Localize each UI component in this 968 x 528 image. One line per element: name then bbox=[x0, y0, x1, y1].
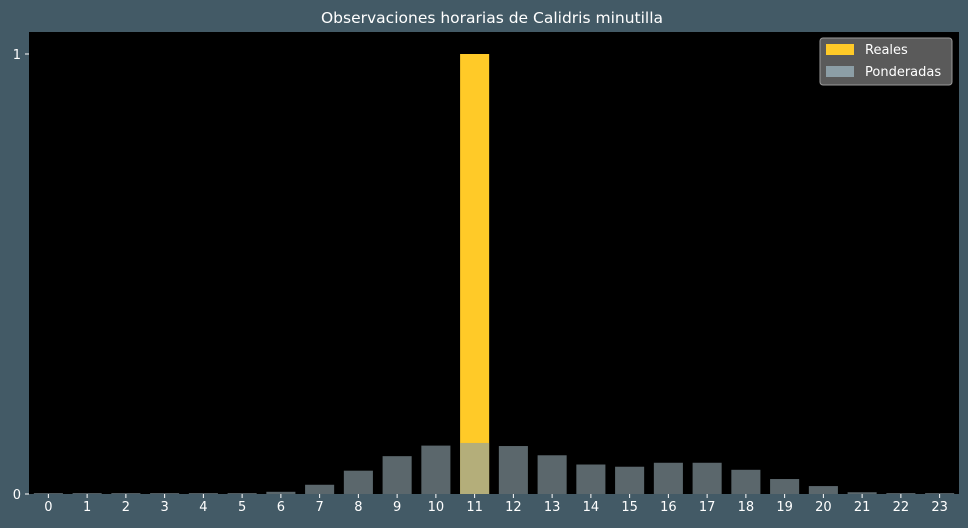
bar-ponderadas-16 bbox=[653, 462, 683, 494]
x-tick-label-11: 11 bbox=[466, 500, 483, 515]
x-tick-label-17: 17 bbox=[699, 500, 716, 515]
x-tick-label-5: 5 bbox=[238, 500, 246, 515]
bar-ponderadas-5 bbox=[227, 493, 257, 494]
bar-ponderadas-12 bbox=[498, 446, 528, 494]
bar-ponderadas-15 bbox=[615, 466, 645, 494]
x-tick-label-12: 12 bbox=[505, 500, 522, 515]
bar-ponderadas-21 bbox=[847, 492, 877, 494]
x-tick-label-4: 4 bbox=[199, 500, 207, 515]
x-tick-label-6: 6 bbox=[277, 500, 285, 515]
legend: Reales Ponderadas bbox=[819, 37, 953, 86]
plot-area bbox=[29, 32, 959, 494]
bar-ponderadas-11 bbox=[460, 442, 490, 494]
legend-label-reales: Reales bbox=[865, 43, 908, 58]
y-tick-label-1: 1 bbox=[13, 48, 21, 63]
x-tick-label-14: 14 bbox=[583, 500, 600, 515]
x-tick-label-1: 1 bbox=[83, 500, 91, 515]
x-tick-label-2: 2 bbox=[122, 500, 130, 515]
x-tick-label-10: 10 bbox=[428, 500, 445, 515]
x-tick-label-22: 22 bbox=[893, 500, 910, 515]
bar-ponderadas-3 bbox=[150, 493, 180, 494]
bar-ponderadas-2 bbox=[111, 493, 141, 494]
bar-ponderadas-23 bbox=[925, 493, 955, 494]
x-tick-label-13: 13 bbox=[544, 500, 561, 515]
bars-layer bbox=[33, 54, 955, 494]
x-tick-label-15: 15 bbox=[621, 500, 638, 515]
bar-ponderadas-14 bbox=[576, 464, 606, 494]
x-tick-label-9: 9 bbox=[393, 500, 401, 515]
bar-ponderadas-10 bbox=[421, 445, 451, 494]
bar-reales-11 bbox=[460, 54, 490, 494]
x-tick-label-20: 20 bbox=[815, 500, 832, 515]
bar-ponderadas-0 bbox=[33, 493, 63, 494]
bar-ponderadas-19 bbox=[770, 479, 800, 494]
bar-ponderadas-1 bbox=[72, 493, 102, 494]
x-tick-label-8: 8 bbox=[354, 500, 362, 515]
bar-ponderadas-17 bbox=[692, 462, 722, 494]
legend-label-ponderadas: Ponderadas bbox=[865, 65, 941, 80]
bar-ponderadas-7 bbox=[305, 484, 335, 494]
x-tick-label-21: 21 bbox=[854, 500, 871, 515]
bar-ponderadas-6 bbox=[266, 491, 296, 494]
x-tick-label-19: 19 bbox=[776, 500, 793, 515]
x-tick-label-7: 7 bbox=[315, 500, 323, 515]
x-tick-label-16: 16 bbox=[660, 500, 677, 515]
bar-ponderadas-9 bbox=[382, 456, 412, 494]
bar-ponderadas-13 bbox=[537, 455, 567, 494]
bar-ponderadas-8 bbox=[343, 470, 373, 494]
legend-swatch-ponderadas bbox=[826, 66, 854, 77]
y-tick-label-0: 0 bbox=[13, 488, 21, 503]
bar-ponderadas-4 bbox=[188, 493, 218, 494]
legend-swatch-reales bbox=[826, 44, 854, 55]
chart-title: Observaciones horarias de Calidris minut… bbox=[321, 9, 663, 27]
x-tick-label-23: 23 bbox=[931, 500, 948, 515]
bar-ponderadas-18 bbox=[731, 469, 761, 494]
bar-ponderadas-20 bbox=[808, 486, 838, 494]
x-tick-label-3: 3 bbox=[160, 500, 168, 515]
x-tick-label-18: 18 bbox=[738, 500, 755, 515]
x-tick-label-0: 0 bbox=[44, 500, 52, 515]
bar-ponderadas-22 bbox=[886, 493, 916, 494]
